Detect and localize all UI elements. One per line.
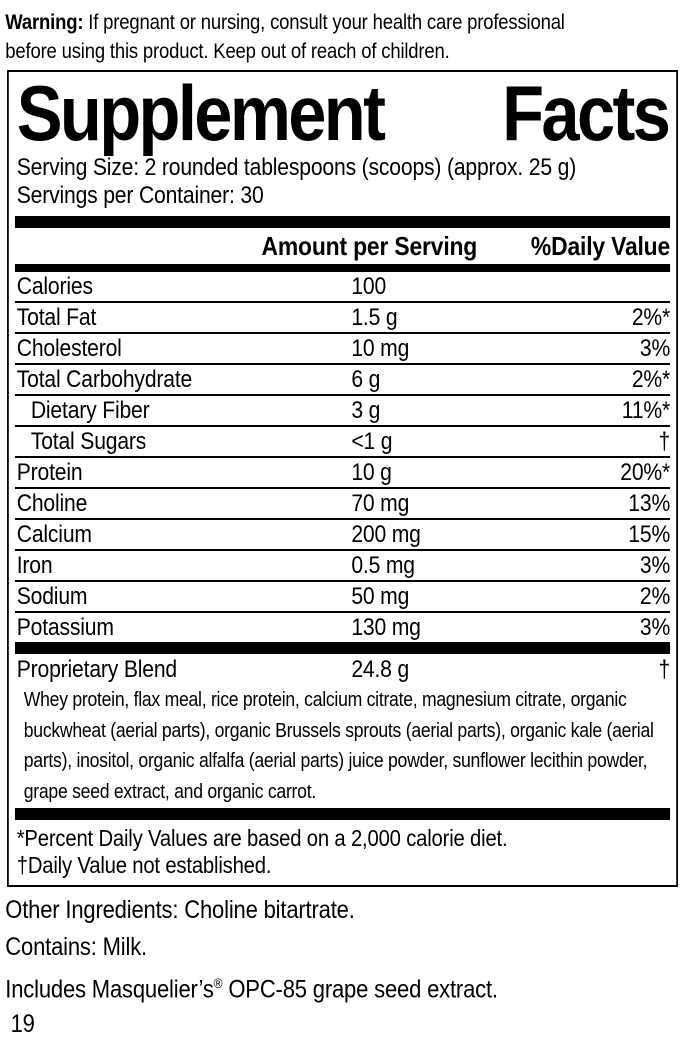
contains-statement: Contains: Milk. [5, 933, 148, 961]
includes-text-pre: Includes Masquelier’s [5, 975, 214, 1004]
nutrient-row: Choline 70 mg 13% [14, 487, 671, 518]
nutrient-name: Cholesterol [16, 335, 122, 362]
nutrient-daily-value: 11%* [621, 397, 671, 424]
nutrient-row: Protein 10 g 20%* [14, 456, 671, 487]
nutrient-name: Dietary Fiber [30, 397, 150, 424]
includes-statement: Includes Masquelier’s® OPC-85 grape seed… [5, 971, 685, 1002]
nutrient-amount: 3 g [351, 397, 381, 424]
servings-per-container: Servings per Container: 30 [16, 182, 264, 209]
blend-description: Whey protein, flax meal, rice protein, c… [23, 689, 654, 803]
warning-line-1: Warning: If pregnant or nursing, consult… [5, 8, 679, 37]
divider-bar-top [14, 216, 671, 228]
nutrient-amount: 10 mg [351, 335, 410, 362]
nutrient-amount: 1.5 g [351, 304, 398, 331]
nutrient-amount: <1 g [351, 428, 393, 455]
blend-amount: 24.8 g [351, 656, 410, 683]
nutrient-row: Calories 100 [15, 272, 670, 301]
nutrient-row: Sodium 50 mg 2% [14, 580, 671, 611]
column-headers: Amount per Serving %Daily Value [15, 228, 671, 264]
panel-title-word-1: Supplement [16, 69, 386, 157]
divider-bar-footnotes [14, 808, 671, 820]
other-ingredients: Other Ingredients: Choline bitartrate. [5, 896, 355, 924]
warning-line-1-text: If pregnant or nursing, consult your hea… [88, 11, 565, 34]
panel-title: Supplement Facts [15, 69, 671, 157]
nutrient-row: Iron 0.5 mg 3% [14, 549, 671, 580]
serving-size: Serving Size: 2 rounded tablespoons (sco… [16, 154, 577, 181]
nutrient-daily-value: 13% [628, 490, 671, 517]
includes-text-post: OPC-85 grape seed extract. [222, 975, 498, 1004]
nutrient-daily-value: 3% [639, 552, 671, 579]
nutrient-daily-value: 3% [639, 335, 671, 362]
nutrient-daily-value: † [658, 428, 671, 455]
registered-trademark-symbol: ® [213, 976, 223, 991]
nutrient-name: Total Fat [16, 304, 97, 331]
page-number: 19 [10, 1010, 35, 1038]
footnote-daily-values: *Percent Daily Values are based on a 2,0… [16, 825, 508, 851]
divider-bar-header [14, 264, 671, 272]
nutrient-name: Total Carbohydrate [16, 366, 193, 393]
footnotes: *Percent Daily Values are based on a 2,0… [15, 820, 670, 881]
nutrient-name: Sodium [16, 583, 88, 610]
amount-column-header: Amount per Serving [261, 231, 478, 261]
nutrient-amount: 6 g [351, 366, 381, 393]
nutrient-daily-value: 15% [628, 521, 671, 548]
supplement-facts-panel: Supplement Facts Serving Size: 2 rounded… [7, 70, 678, 887]
bottom-statements: Other Ingredients: Choline bitartrate. C… [0, 897, 685, 1037]
nutrient-name: Potassium [16, 614, 114, 641]
divider-bar-blend [14, 642, 671, 654]
nutrient-row: Total Sugars <1 g † [14, 425, 671, 456]
nutrient-daily-value: 20%* [620, 459, 671, 486]
nutrient-row: Calcium 200 mg 15% [14, 518, 671, 549]
nutrient-daily-value: 2%* [631, 366, 671, 393]
warning-text: Warning: If pregnant or nursing, consult… [0, 0, 685, 66]
nutrient-row: Total Carbohydrate 6 g 2%* [14, 363, 671, 394]
blend-name: Proprietary Blend [16, 656, 178, 683]
nutrient-row: Cholesterol 10 mg 3% [14, 332, 671, 363]
nutrient-amount: 10 g [351, 459, 392, 486]
nutrient-name: Choline [16, 490, 88, 517]
nutrient-row: Total Fat 1.5 g 2%* [14, 301, 671, 332]
panel-title-word-2: Facts [502, 69, 671, 157]
nutrient-row: Potassium 130 mg 3% [14, 611, 671, 642]
daily-value-column-header: %Daily Value [530, 231, 671, 261]
nutrient-daily-value: 2%* [631, 304, 671, 331]
proprietary-blend-row: Proprietary Blend 24.8 g † [15, 655, 671, 685]
nutrient-rows: Calories 100 Total Fat 1.5 g 2%* Cholest… [14, 272, 671, 642]
nutrient-name: Calcium [16, 521, 92, 548]
nutrient-daily-value: 3% [639, 614, 671, 641]
nutrient-amount: 50 mg [351, 583, 410, 610]
nutrient-name: Total Sugars [30, 428, 147, 455]
warning-label: Warning: [5, 11, 84, 34]
warning-line-2: before using this product. Keep out of r… [5, 40, 450, 63]
footnote-dagger: †Daily Value not established. [16, 852, 272, 878]
nutrient-amount: 0.5 mg [351, 552, 415, 579]
nutrient-name: Iron [16, 552, 53, 579]
nutrient-daily-value: 2% [639, 583, 671, 610]
nutrient-row: Dietary Fiber 3 g 11%* [14, 394, 671, 425]
nutrient-name: Calories [16, 273, 93, 300]
blend-daily-value: † [658, 656, 671, 683]
nutrient-amount: 130 mg [351, 614, 421, 641]
nutrient-amount: 70 mg [351, 490, 410, 517]
nutrient-amount: 200 mg [351, 521, 421, 548]
nutrient-amount: 100 [351, 273, 387, 300]
nutrient-name: Protein [16, 459, 83, 486]
